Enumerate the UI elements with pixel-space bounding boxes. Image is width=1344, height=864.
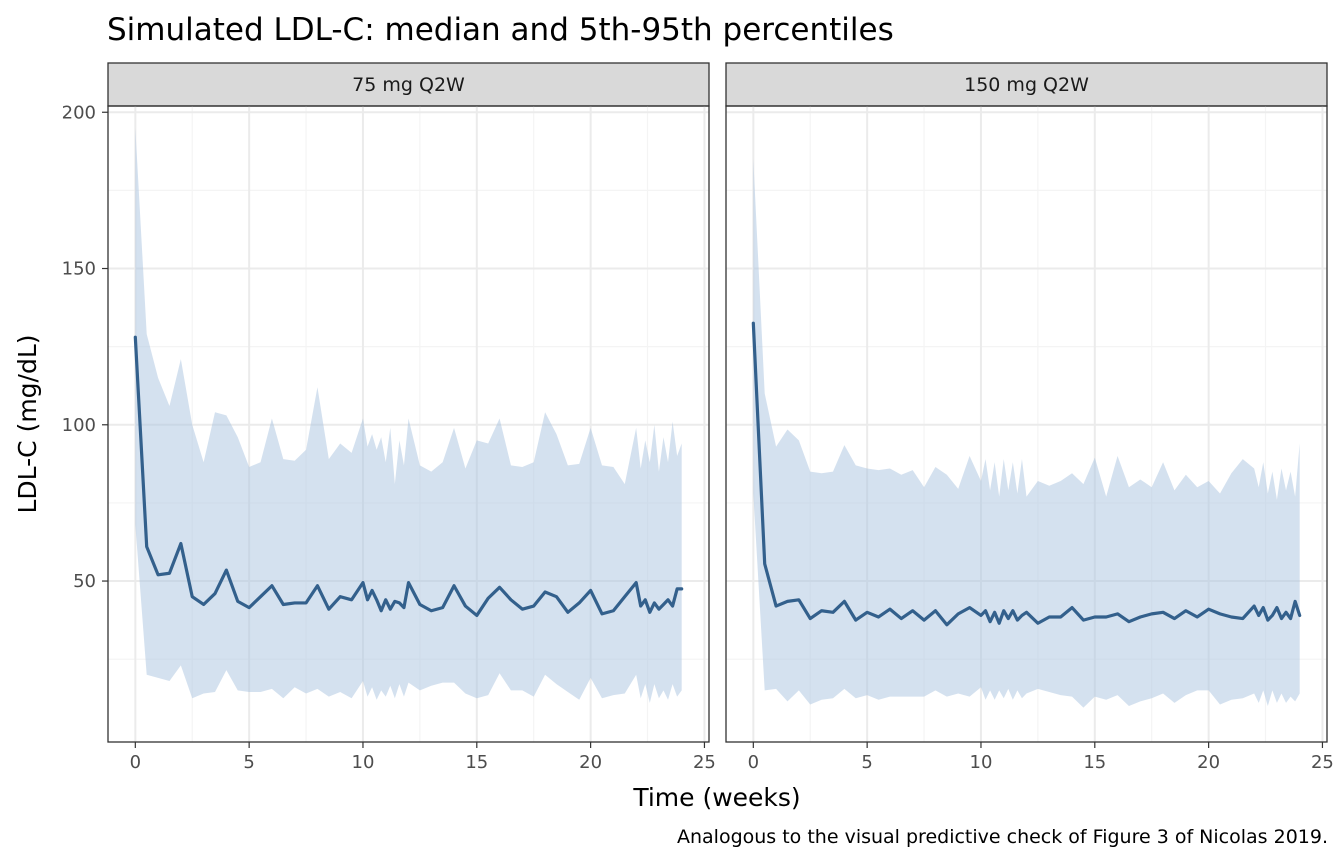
panel-border bbox=[725, 105, 1328, 743]
x-tick-label: 25 bbox=[693, 752, 716, 773]
chart-title: Simulated LDL-C: median and 5th-95th per… bbox=[107, 12, 894, 48]
facet-panel-150mg: 150 mg Q2W 0 5 10 15 20 25 bbox=[725, 62, 1334, 773]
panel-border bbox=[107, 105, 710, 743]
y-axis-title: LDL-C (mg/dL) bbox=[13, 334, 42, 513]
x-tick-label: 0 bbox=[748, 752, 759, 773]
y-tick-label: 150 bbox=[62, 259, 96, 280]
median-line bbox=[751, 321, 1302, 627]
facet-strip bbox=[725, 62, 1328, 107]
x-tick-label: 20 bbox=[1197, 752, 1220, 773]
percentile-band-5-95 bbox=[753, 159, 1300, 708]
facet-strip bbox=[107, 62, 710, 107]
x-tick-label: 20 bbox=[579, 752, 602, 773]
facet-strip-label: 75 mg Q2W bbox=[352, 74, 465, 96]
x-axis-title: Time (weeks) bbox=[632, 783, 800, 812]
facet-panel-75mg: 75 mg Q2W 0 5 10 15 20 25 bbox=[107, 62, 716, 773]
y-axis: 50 100 150 200 bbox=[62, 102, 108, 592]
median-line bbox=[133, 335, 684, 618]
x-tick-label: 5 bbox=[243, 752, 254, 773]
y-tick-label: 200 bbox=[62, 102, 96, 123]
x-tick-label: 10 bbox=[970, 752, 993, 773]
x-tick-label: 25 bbox=[1311, 752, 1334, 773]
x-tick-label: 15 bbox=[1083, 752, 1106, 773]
y-tick-label: 100 bbox=[62, 415, 96, 436]
x-tick-label: 0 bbox=[130, 752, 141, 773]
caption: Analogous to the visual predictive check… bbox=[677, 826, 1328, 848]
facet-strip-label: 150 mg Q2W bbox=[964, 74, 1089, 96]
x-tick-label: 10 bbox=[352, 752, 375, 773]
percentile-band-5-95 bbox=[135, 127, 682, 703]
x-tick-label: 5 bbox=[861, 752, 872, 773]
x-tick-label: 15 bbox=[465, 752, 488, 773]
y-tick-label: 50 bbox=[73, 571, 96, 592]
